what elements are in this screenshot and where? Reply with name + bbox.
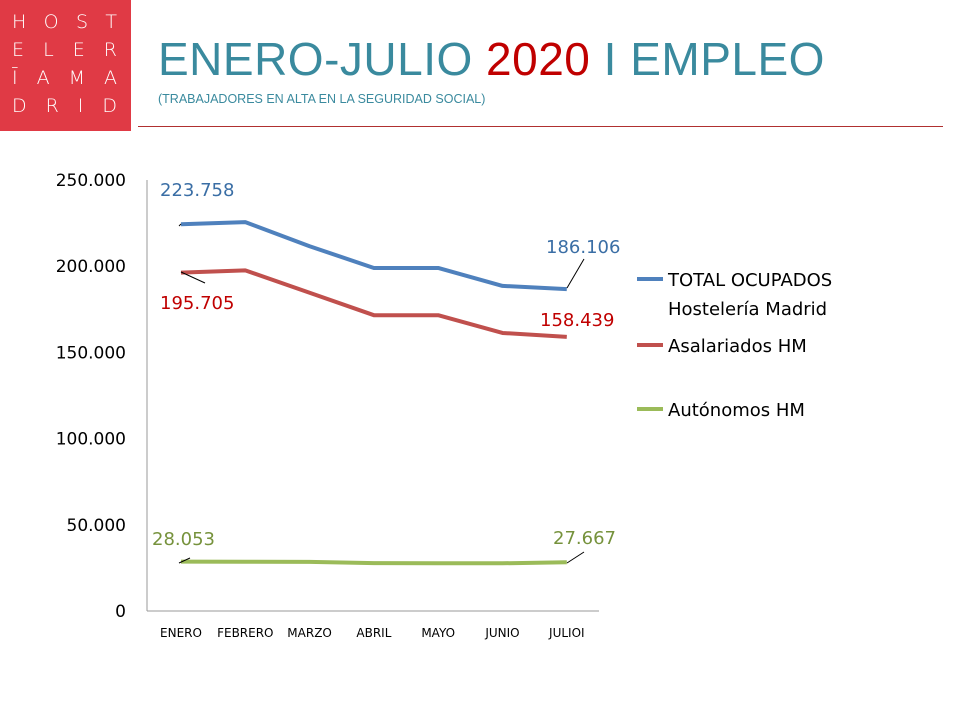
y-tick-label: 0: [115, 602, 126, 622]
logo-letter: A: [103, 67, 117, 89]
header-divider: [138, 126, 943, 127]
legend-label: Asalariados HM: [668, 336, 807, 357]
logo-letter: T: [105, 11, 117, 33]
data-label-last: 27.667: [553, 528, 616, 549]
logo-letter: S: [75, 11, 89, 33]
logo-letter: L: [43, 39, 54, 61]
legend-label: Autónomos HM: [668, 400, 805, 421]
page-subtitle: (TRABAJADORES EN ALTA EN LA SEGURIDAD SO…: [158, 92, 486, 106]
y-tick-label: 250.000: [56, 171, 126, 191]
x-tick-label: ENERO: [160, 626, 202, 640]
leader-line: [566, 551, 585, 564]
series-line-0: [180, 220, 567, 292]
leader-line: [178, 223, 182, 227]
x-tick-label: MARZO: [287, 626, 332, 640]
x-tick-label: JUNIO: [484, 626, 519, 640]
logo-letter: D: [102, 95, 117, 117]
x-tick-label: FEBRERO: [217, 626, 273, 640]
series-line-2: [180, 559, 567, 566]
y-tick-label: 200.000: [56, 257, 126, 277]
logo-letter: E: [72, 39, 85, 61]
data-label-first: 28.053: [152, 529, 215, 550]
logo-letter: O: [43, 11, 59, 33]
data-label-last: 158.439: [540, 310, 614, 331]
x-tick-label: JULIOI: [548, 626, 585, 640]
logo-letter: M: [68, 67, 85, 89]
legend-label: Hostelería Madrid: [668, 299, 827, 320]
logo-letter: A: [36, 67, 50, 89]
logo-letter: Ī: [12, 67, 18, 89]
logo-letter: E: [12, 39, 25, 61]
leader-line: [178, 557, 191, 564]
y-tick-label: 50.000: [67, 516, 126, 536]
logo-letter: R: [45, 95, 59, 117]
data-label-last: 186.106: [546, 237, 620, 258]
data-label-first: 195.705: [160, 293, 234, 314]
page-title: ENERO-JULIO 2020 I EMPLEO: [158, 33, 825, 85]
legend-label: TOTAL OCUPADOS: [667, 270, 832, 291]
logo-letter: I: [77, 95, 84, 117]
series-line-1: [180, 268, 567, 339]
y-tick-label: 100.000: [56, 430, 126, 450]
leader-line: [180, 271, 206, 284]
data-label-first: 223.758: [160, 180, 234, 201]
logo-letter: R: [103, 39, 117, 61]
y-tick-label: 150.000: [56, 343, 126, 363]
x-tick-label: ABRIL: [356, 626, 391, 640]
logo-letter: D: [12, 95, 27, 117]
leader-line: [566, 258, 585, 289]
x-tick-label: MAYO: [421, 626, 455, 640]
logo-letter: H: [12, 11, 27, 33]
